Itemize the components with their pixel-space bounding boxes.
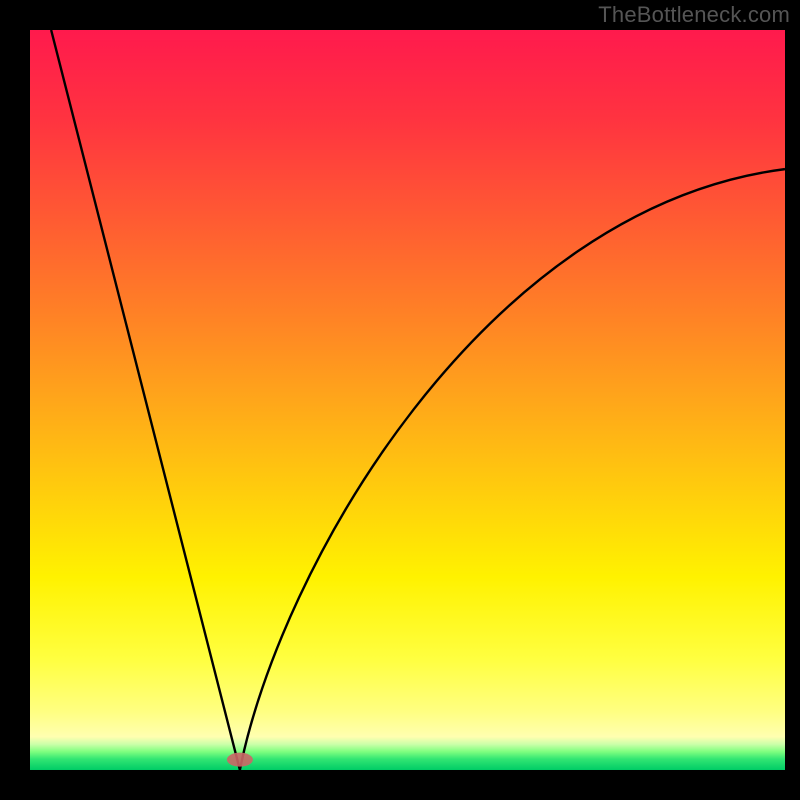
watermark-text: TheBottleneck.com	[598, 2, 790, 28]
optimal-point-marker	[227, 753, 253, 767]
bottleneck-chart	[0, 0, 800, 800]
plot-background-gradient	[30, 30, 785, 770]
